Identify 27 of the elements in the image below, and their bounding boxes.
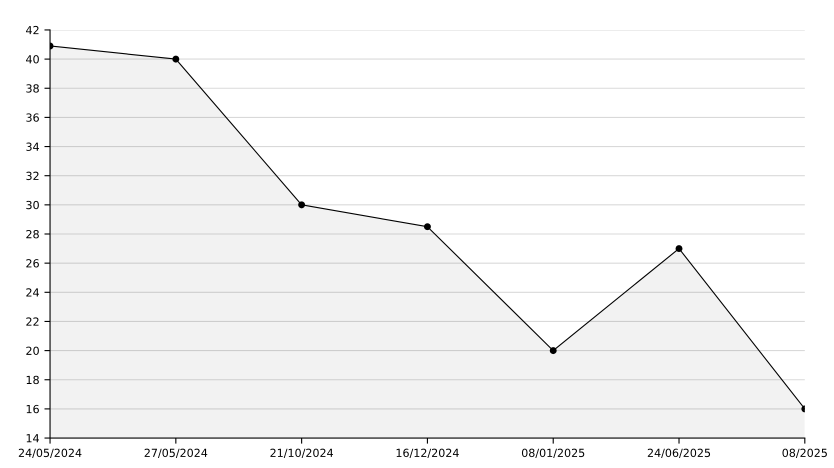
y-tick-label: 36	[26, 113, 39, 122]
y-tick-label: 24	[26, 288, 39, 297]
y-tick-label: 38	[26, 84, 39, 93]
y-tick-label: 34	[26, 142, 39, 151]
y-tick-label: 22	[26, 317, 39, 326]
x-tick-label: 24/06/2025	[648, 448, 710, 458]
point	[298, 201, 306, 208]
x-tick-label: 24/05/2024	[18, 448, 82, 458]
point	[550, 347, 557, 354]
y-tick-label: 42	[26, 26, 39, 34]
y-tick-label: 40	[26, 55, 39, 64]
point	[424, 223, 431, 230]
y-tick-label: 16	[26, 404, 39, 414]
point	[172, 56, 180, 63]
x-tick-label: 08/01/2025	[522, 448, 584, 458]
y-tick-label: 28	[26, 230, 39, 238]
x-tick-label: 16/12/2024	[396, 448, 459, 458]
y-tick-label: 32	[26, 172, 39, 180]
y-tick-label: 14	[26, 434, 39, 442]
y-tick-label: 18	[26, 376, 39, 384]
y-tick-label: 30	[26, 200, 39, 210]
y-tick-label: 20	[26, 346, 39, 355]
point	[676, 245, 682, 252]
y-tick-label: 26	[26, 259, 39, 268]
x-tick-label: 21/10/2024	[270, 448, 334, 458]
x-tick-label: 27/05/2024	[144, 448, 208, 458]
x-tick-label: 08/2025	[782, 448, 827, 458]
